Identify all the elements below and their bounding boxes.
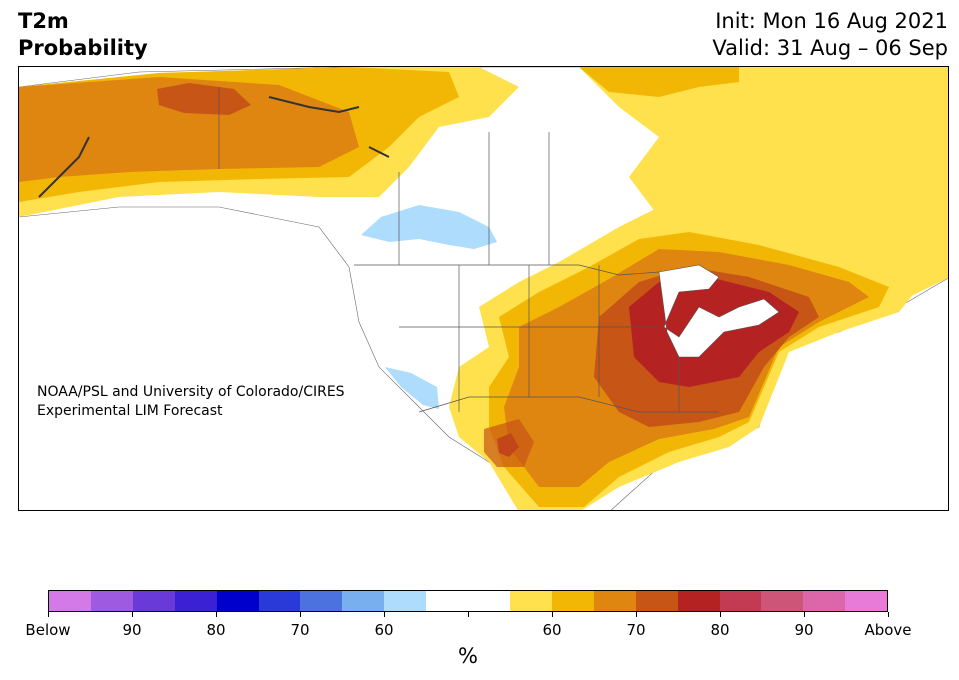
colorbar-segment — [216, 591, 259, 611]
probability-colorbar — [48, 590, 888, 612]
colorbar-tick — [803, 612, 805, 617]
credit-line-1: NOAA/PSL and University of Colorado/CIRE… — [37, 384, 345, 400]
colorbar-tick — [719, 612, 721, 617]
colorbar-tick — [47, 612, 49, 617]
colorbar-tick — [887, 612, 889, 617]
colorbar-segment — [384, 591, 427, 611]
colorbar-tick-label: 80 — [710, 621, 730, 639]
political-borders — [218, 87, 719, 413]
forecast-dates: Init: Mon 16 Aug 2021 Valid: 31 Aug – 06… — [712, 8, 948, 62]
colorbar-tick-label: 60 — [542, 621, 562, 639]
colorbar-segment — [132, 591, 175, 611]
colorbar-segment — [761, 591, 804, 611]
colorbar-tick-label: 80 — [206, 621, 226, 639]
colorbar-tick-label: 90 — [122, 621, 142, 639]
region-above-50-60-northeast — [579, 67, 948, 302]
colorbar-segment — [49, 591, 91, 611]
rivers — [38, 96, 390, 198]
region-above-70-75-mexico — [484, 419, 534, 467]
colorbar-segment — [719, 591, 762, 611]
colorbar-segment — [426, 591, 469, 611]
region-below-55-60-north — [361, 205, 497, 249]
credit-text: NOAA/PSL and University of Colorado/CIRE… — [37, 383, 345, 421]
great-lakes — [658, 264, 780, 358]
region-above-70-75-alaska — [157, 83, 251, 115]
colorbar-unit: % — [458, 644, 478, 668]
colorbar-tick — [299, 612, 301, 617]
colorbar-segment — [551, 591, 594, 611]
init-date: Init: Mon 16 Aug 2021 — [715, 9, 948, 33]
title-line-1: T2m — [18, 9, 69, 33]
valid-date: Valid: 31 Aug – 06 Sep — [712, 36, 948, 60]
colorbar-tick-label: 70 — [626, 621, 646, 639]
colorbar-tick — [467, 612, 469, 617]
region-above-60-65-northeast — [579, 67, 739, 97]
colorbar-tick-label: 60 — [374, 621, 394, 639]
title-line-2: Probability — [18, 36, 148, 60]
map-title: T2m Probability — [18, 8, 148, 62]
colorbar-tick — [383, 612, 385, 617]
north-america-map — [19, 67, 948, 510]
credit-line-2: Experimental LIM Forecast — [37, 403, 223, 419]
region-above-65-70-alaska — [19, 77, 359, 182]
region-below-55-60-west — [385, 367, 439, 409]
colorbar-segment — [90, 591, 133, 611]
colorbar-segment — [635, 591, 678, 611]
colorbar-segment — [803, 591, 846, 611]
colorbar-tick — [131, 612, 133, 617]
colorbar-tick-label: Above — [864, 621, 912, 639]
colorbar-segment — [258, 591, 301, 611]
colorbar-segment — [593, 591, 636, 611]
colorbar-tick-label: 70 — [290, 621, 310, 639]
colorbar-tick — [635, 612, 637, 617]
probability-map — [18, 66, 949, 511]
colorbar-segment — [174, 591, 217, 611]
colorbar-tick — [215, 612, 217, 617]
colorbar-tick — [551, 612, 553, 617]
colorbar-tick-label: Below — [25, 621, 71, 639]
colorbar-segment — [509, 591, 552, 611]
colorbar-segment — [677, 591, 720, 611]
colorbar-tick-label: 90 — [794, 621, 814, 639]
colorbar-segment — [468, 591, 510, 611]
colorbar-segment — [342, 591, 385, 611]
colorbar-segment — [845, 591, 888, 611]
colorbar-segment — [300, 591, 343, 611]
